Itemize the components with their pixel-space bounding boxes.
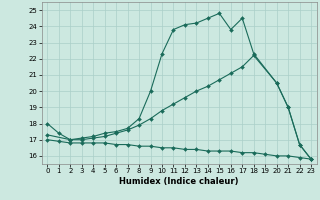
- X-axis label: Humidex (Indice chaleur): Humidex (Indice chaleur): [119, 177, 239, 186]
